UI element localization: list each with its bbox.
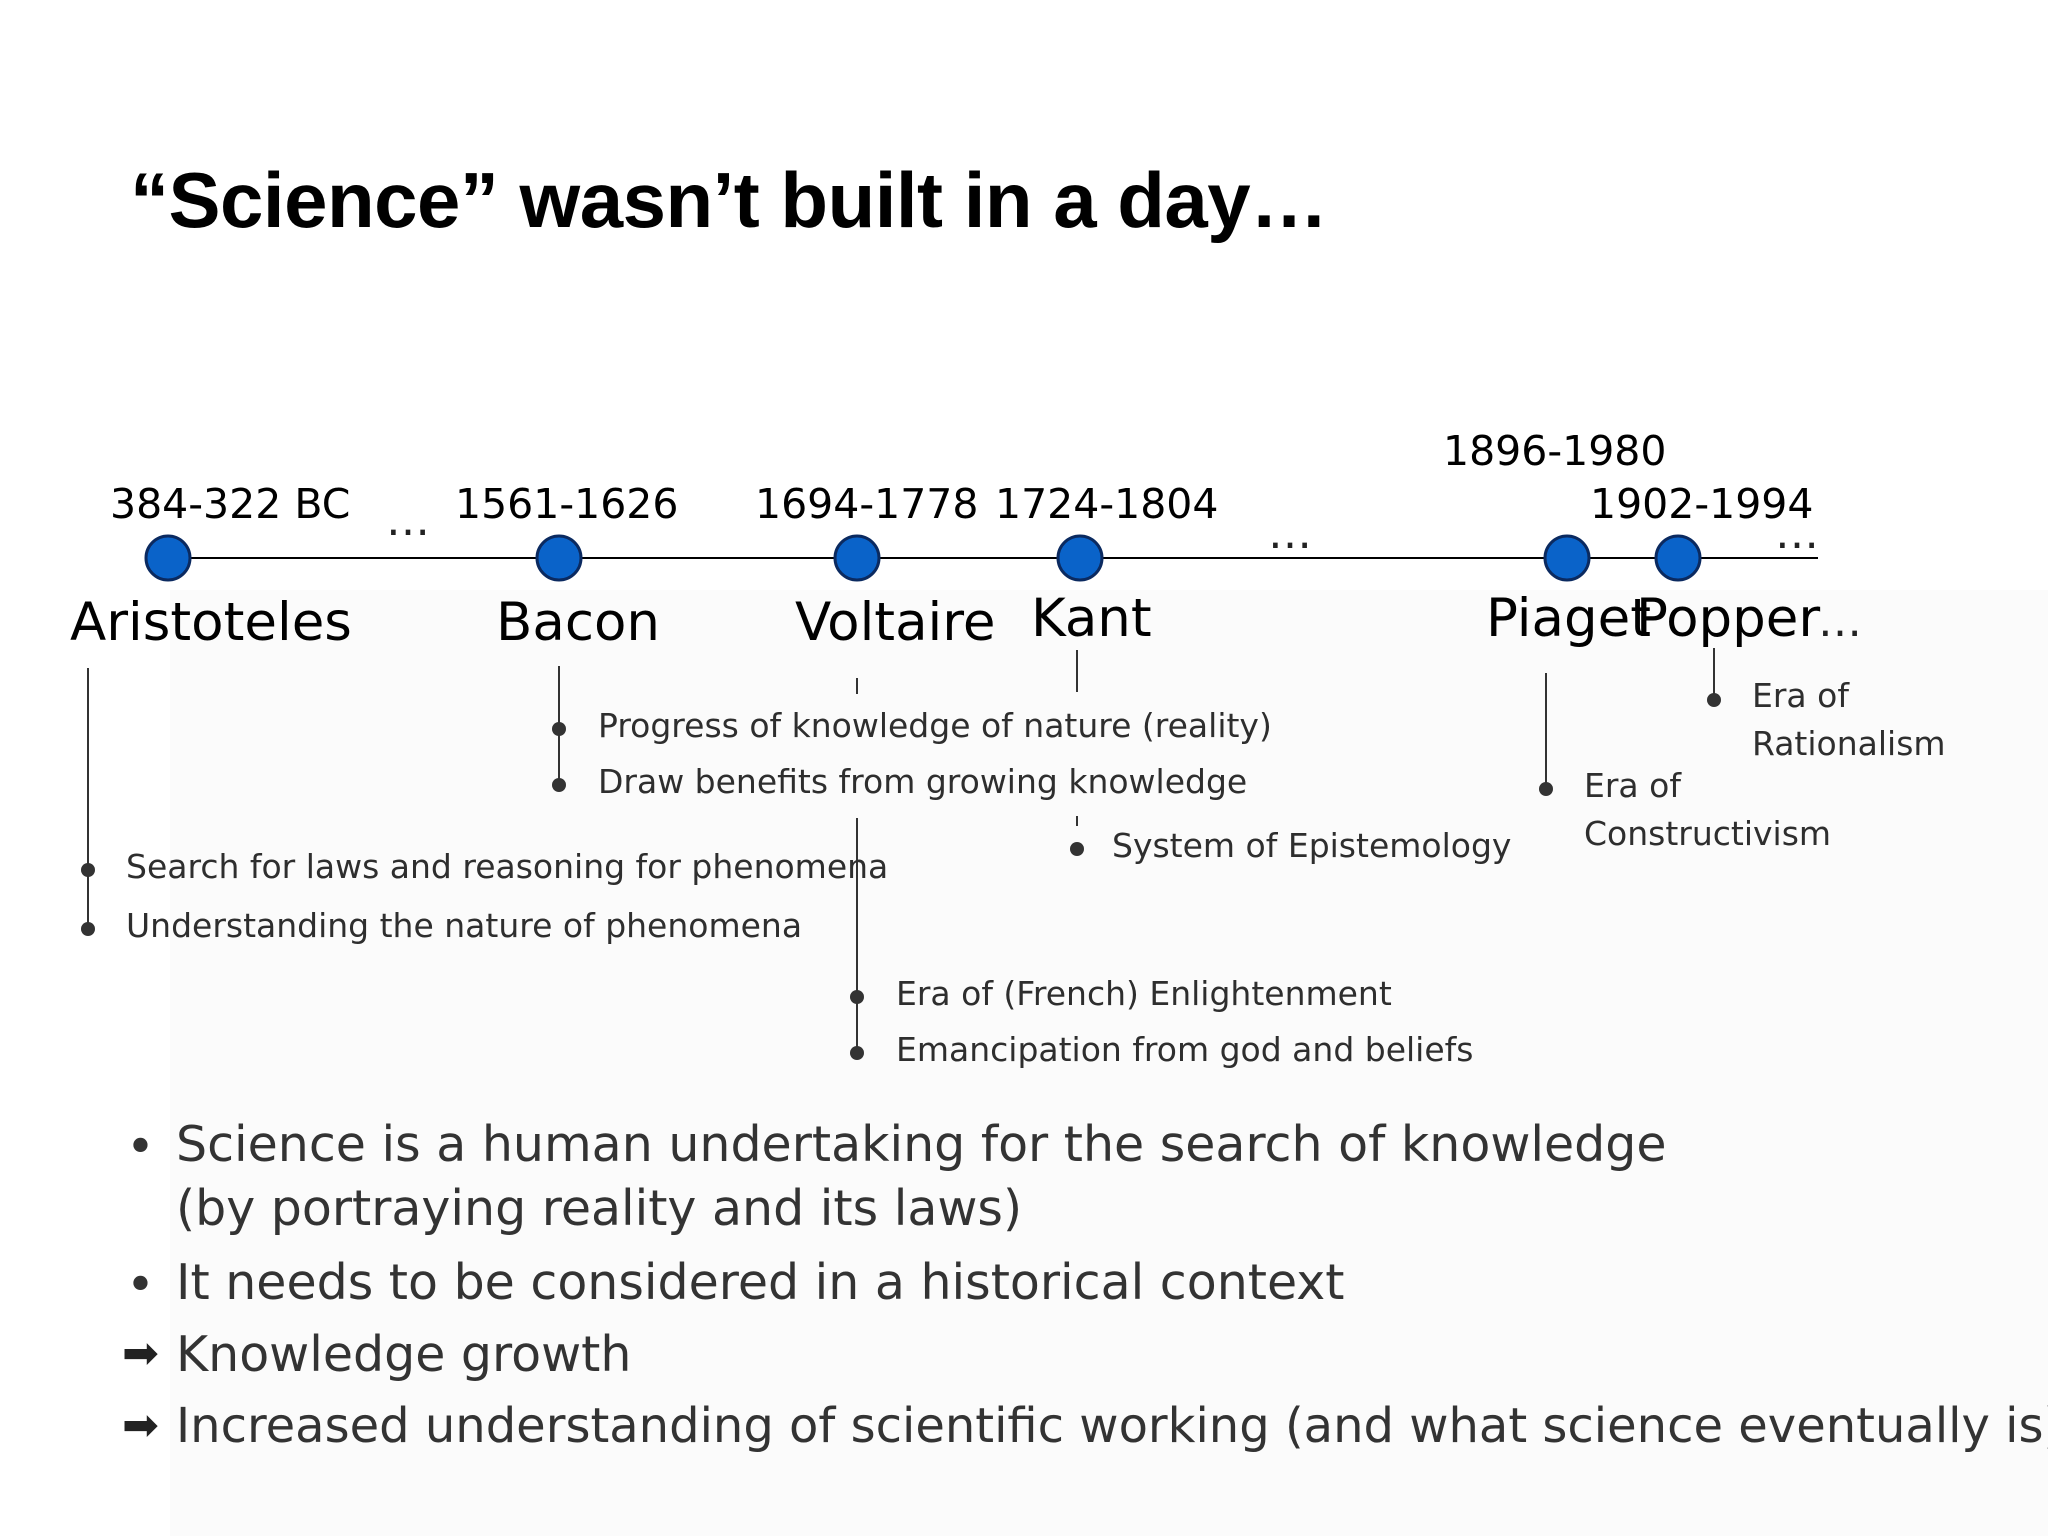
ellipsis-1: … bbox=[386, 495, 432, 546]
note-bullet bbox=[81, 863, 95, 877]
name-kant: Kant bbox=[1031, 588, 1152, 649]
year-piaget: 1896-1980 bbox=[1443, 427, 1667, 475]
name-popper: Popper bbox=[1636, 588, 1821, 649]
note-bullet bbox=[1539, 782, 1553, 796]
note-voltaire-1: Era of (French) Enlightenment bbox=[896, 974, 1392, 1013]
name-bacon: Bacon bbox=[496, 592, 660, 653]
note-aristoteles-2: Understanding the nature of phenomena bbox=[126, 906, 803, 945]
slide-background bbox=[170, 590, 2048, 1536]
note-bullet bbox=[1070, 842, 1084, 856]
note-bullet bbox=[81, 922, 95, 936]
note-bullet bbox=[1707, 693, 1721, 707]
note-kant-1: System of Epistemology bbox=[1112, 826, 1512, 865]
note-bullet bbox=[552, 778, 566, 792]
node-voltaire bbox=[833, 534, 881, 582]
note-voltaire-2: Emancipation from god and beliefs bbox=[896, 1030, 1474, 1069]
year-bacon: 1561-1626 bbox=[455, 480, 679, 528]
note-popper-1: Era of bbox=[1752, 676, 1849, 715]
ellipsis-4: … bbox=[1818, 596, 1864, 647]
note-bacon-1: Progress of knowledge of nature (reality… bbox=[598, 706, 1272, 745]
bullet-4-line-1: Increased understanding of scientific wo… bbox=[176, 1398, 2048, 1454]
note-piaget-2: Constructivism bbox=[1584, 814, 1832, 853]
name-voltaire: Voltaire bbox=[795, 592, 996, 653]
year-kant: 1724-1804 bbox=[995, 480, 1219, 528]
node-piaget bbox=[1543, 534, 1591, 582]
year-voltaire: 1694-1778 bbox=[755, 480, 979, 528]
note-bullet bbox=[552, 722, 566, 736]
node-popper bbox=[1654, 534, 1702, 582]
node-aristoteles bbox=[144, 534, 192, 582]
bullet-marker: • bbox=[126, 1118, 155, 1175]
name-piaget: Piaget bbox=[1486, 588, 1652, 649]
bullet-3-line-1: Knowledge growth bbox=[176, 1326, 632, 1383]
note-aristoteles-1: Search for laws and reasoning for phenom… bbox=[126, 847, 889, 886]
ellipsis-3: … bbox=[1775, 508, 1821, 559]
node-bacon bbox=[535, 534, 583, 582]
arrow-icon: ➡ bbox=[122, 1400, 159, 1451]
note-bacon-2: Draw benefits from growing knowledge bbox=[598, 762, 1248, 801]
bullet-marker: • bbox=[126, 1256, 155, 1313]
slide-title: “Science” wasn’t built in a day… bbox=[130, 156, 1328, 244]
arrow-icon: ➡ bbox=[122, 1328, 159, 1379]
note-bullet bbox=[850, 1046, 864, 1060]
bullet-2-line-1: It needs to be considered in a historica… bbox=[176, 1254, 1345, 1311]
bullet-1-line-2: (by portraying reality and its laws) bbox=[176, 1180, 1023, 1237]
note-piaget-1: Era of bbox=[1584, 766, 1681, 805]
ellipsis-2: … bbox=[1268, 508, 1314, 559]
bullet-1-line-1: Science is a human undertaking for the s… bbox=[176, 1116, 1667, 1173]
note-popper-2: Rationalism bbox=[1752, 724, 1946, 763]
node-kant bbox=[1056, 534, 1104, 582]
name-aristoteles: Aristoteles bbox=[70, 592, 352, 653]
note-bullet bbox=[850, 990, 864, 1004]
year-popper: 1902-1994 bbox=[1590, 480, 1814, 528]
year-aristoteles: 384-322 BC bbox=[110, 480, 351, 528]
